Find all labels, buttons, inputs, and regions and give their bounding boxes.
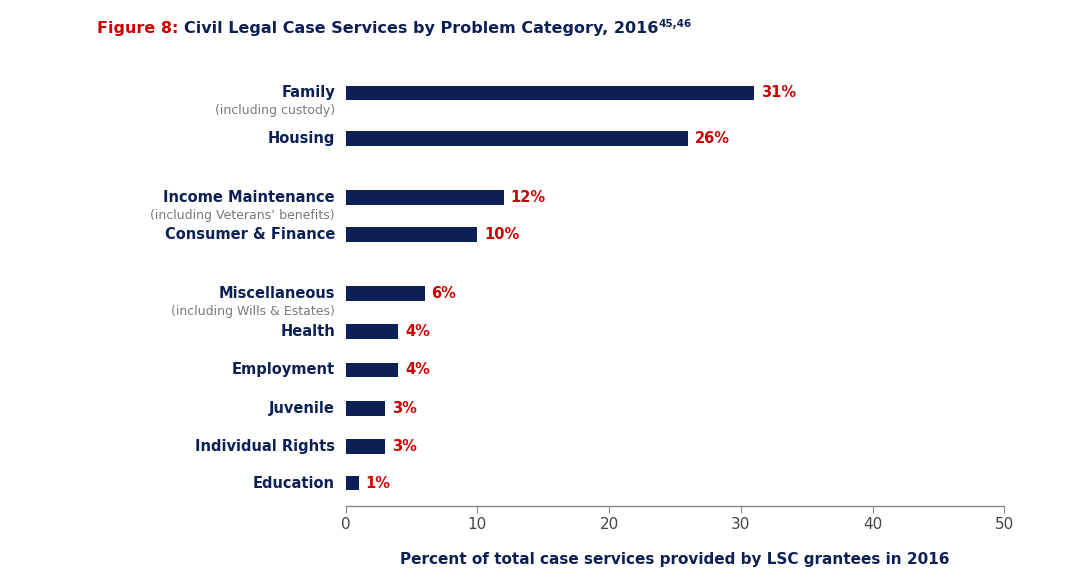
Text: (including Wills & Estates): (including Wills & Estates): [172, 305, 335, 318]
Bar: [346, 476, 359, 490]
Text: Miscellaneous: Miscellaneous: [218, 286, 335, 301]
Text: 31%: 31%: [760, 85, 796, 101]
Text: Juvenile: Juvenile: [269, 400, 335, 416]
Text: Figure 8:: Figure 8:: [97, 21, 185, 36]
Text: Family: Family: [281, 85, 335, 101]
Bar: [346, 401, 386, 416]
Text: 12%: 12%: [511, 190, 545, 205]
Bar: [346, 86, 754, 101]
Text: Income Maintenance: Income Maintenance: [163, 190, 335, 205]
Bar: [346, 439, 386, 454]
Text: 6%: 6%: [431, 286, 456, 301]
X-axis label: Percent of total case services provided by LSC grantees in 2016: Percent of total case services provided …: [401, 552, 949, 567]
Text: 1%: 1%: [365, 476, 390, 490]
Text: Civil Legal Case Services by Problem Category, 2016: Civil Legal Case Services by Problem Cat…: [185, 21, 659, 36]
Bar: [346, 190, 503, 205]
Text: 3%: 3%: [392, 400, 417, 416]
Bar: [346, 325, 399, 339]
Text: 10%: 10%: [484, 227, 519, 242]
Text: Employment: Employment: [232, 362, 335, 377]
Text: 3%: 3%: [392, 439, 417, 454]
Text: 45,46: 45,46: [659, 19, 692, 29]
Text: Health: Health: [281, 325, 335, 339]
Text: 4%: 4%: [405, 362, 430, 377]
Text: 4%: 4%: [405, 325, 430, 339]
Bar: [346, 131, 688, 145]
Text: Individual Rights: Individual Rights: [195, 439, 335, 454]
Bar: [346, 363, 399, 377]
Text: Consumer & Finance: Consumer & Finance: [164, 227, 335, 242]
Text: Education: Education: [253, 476, 335, 490]
Text: (including custody): (including custody): [215, 104, 335, 117]
Bar: [346, 227, 477, 242]
Text: Housing: Housing: [268, 131, 335, 146]
Text: (including Veterans’ benefits): (including Veterans’ benefits): [150, 209, 335, 222]
Text: 26%: 26%: [694, 131, 730, 146]
Bar: [346, 286, 424, 301]
